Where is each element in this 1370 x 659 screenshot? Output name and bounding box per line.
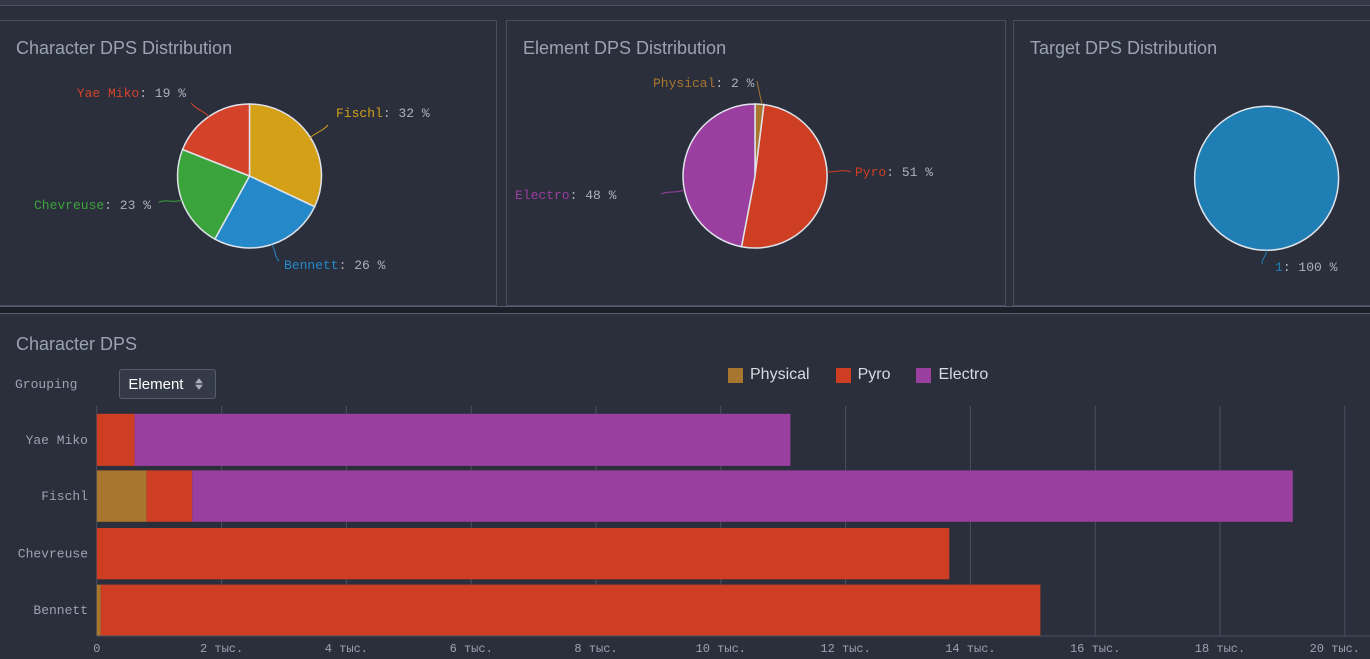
svg-text:Fischl: Fischl — [41, 489, 88, 504]
svg-text:2 тыс.: 2 тыс. — [200, 642, 243, 656]
svg-text:18 тыс.: 18 тыс. — [1195, 642, 1245, 656]
svg-text:Bennett: 26 %: Bennett: 26 % — [284, 258, 386, 273]
svg-text:Yae Miko: Yae Miko — [26, 433, 88, 448]
svg-text:1: 100 %: 1: 100 % — [1275, 260, 1338, 275]
svg-text:10 тыс.: 10 тыс. — [696, 642, 746, 656]
svg-text:0: 0 — [93, 642, 100, 656]
svg-text:6 тыс.: 6 тыс. — [450, 642, 493, 656]
svg-text:Fischl: 32 %: Fischl: 32 % — [336, 106, 430, 121]
svg-text:Pyro: 51 %: Pyro: 51 % — [855, 165, 933, 180]
svg-text:4 тыс.: 4 тыс. — [325, 642, 368, 656]
svg-text:Chevreuse: 23 %: Chevreuse: 23 % — [34, 198, 151, 213]
svg-text:Bennett: Bennett — [33, 603, 88, 618]
svg-text:14 тыс.: 14 тыс. — [945, 642, 995, 656]
svg-text:20 тыс.: 20 тыс. — [1310, 642, 1360, 656]
svg-text:Electro: 48 %: Electro: 48 % — [515, 188, 617, 203]
svg-text:Chevreuse: Chevreuse — [18, 547, 88, 562]
svg-text:16 тыс.: 16 тыс. — [1070, 642, 1120, 656]
svg-text:Physical: 2 %: Physical: 2 % — [653, 76, 755, 91]
svg-text:12 тыс.: 12 тыс. — [820, 642, 870, 656]
svg-text:Yae Miko: 19 %: Yae Miko: 19 % — [77, 86, 186, 101]
svg-text:8 тыс.: 8 тыс. — [574, 642, 617, 656]
